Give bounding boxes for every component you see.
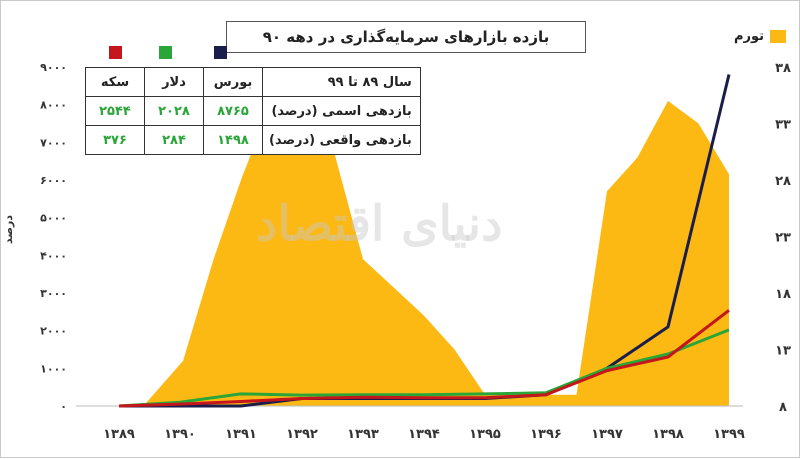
table-row: بازدهی واقعی (درصد) ۱۴۹۸ ۲۸۴ ۳۷۶ — [85, 125, 421, 155]
table-cell-coin: ۲۵۴۴ — [85, 96, 145, 126]
x-tick-label: ۱۳۹۲ — [286, 427, 318, 442]
y-left-tick-label: ۶۰۰۰ — [40, 174, 67, 187]
y-left-tick-label: ۰ — [60, 400, 67, 413]
marker-dollar — [159, 46, 172, 59]
table-header-period: سال ۸۹ تا ۹۹ — [262, 67, 421, 97]
table-cell-dollar: ۲۰۲۸ — [144, 96, 204, 126]
y-right-tick-label: ۳۸ — [775, 61, 791, 76]
table-cell-dollar: ۲۸۴ — [144, 125, 204, 155]
y-right-tick-label: ۱۳ — [775, 344, 791, 359]
y-left-tick-label: ۷۰۰۰ — [40, 136, 67, 149]
table-header-row: سال ۸۹ تا ۹۹ بورس دلار سکه — [85, 67, 421, 97]
table-header-coin: سکه — [85, 67, 145, 97]
x-tick-label: ۱۳۹۶ — [530, 427, 562, 442]
legend: تورم — [734, 29, 787, 44]
marker-bourse — [214, 46, 227, 59]
series-line-coin — [118, 309, 730, 408]
y-right-tick-label: ۲۳ — [775, 231, 791, 246]
y-right-tick-label: ۳۳ — [775, 118, 791, 133]
y-right-tick-label: ۲۸ — [775, 174, 791, 189]
x-tick-label: ۱۳۹۵ — [469, 427, 501, 442]
y-left-tick-label: ۱۰۰۰ — [40, 362, 67, 375]
x-tick-label: ۱۳۹۷ — [591, 427, 623, 442]
table-cell-bourse: ۸۷۶۵ — [203, 96, 263, 126]
y-left-tick-label: ۳۰۰۰ — [40, 287, 67, 300]
y-right-tick-label: ۱۸ — [775, 287, 791, 302]
x-tick-label: ۱۳۹۴ — [408, 427, 440, 442]
x-tick-label: ۱۳۹۸ — [652, 427, 684, 442]
legend-swatch-inflation — [770, 30, 787, 43]
y-left-tick-label: ۲۰۰۰ — [40, 325, 67, 338]
table-row: بازدهی اسمی (درصد) ۸۷۶۵ ۲۰۲۸ ۲۵۴۴ — [85, 96, 421, 126]
x-tick-label: ۱۳۹۳ — [347, 427, 379, 442]
y-left-tick-label: ۸۰۰۰ — [40, 99, 67, 112]
x-tick-label: ۱۳۹۹ — [713, 427, 745, 442]
y-left-tick-label: ۹۰۰۰ — [40, 61, 67, 74]
y-left-tick-label: ۴۰۰۰ — [40, 249, 67, 262]
y-left-tick-label: ۵۰۰۰ — [40, 212, 67, 225]
table-header-dollar: دلار — [144, 67, 204, 97]
table-cell-bourse: ۱۴۹۸ — [203, 125, 263, 155]
series-line-dollar — [118, 328, 730, 408]
x-tick-label: ۱۳۸۹ — [103, 427, 135, 442]
table-row-label: بازدهی اسمی (درصد) — [262, 96, 421, 126]
inflation-area — [143, 100, 729, 407]
table-row-label: بازدهی واقعی (درصد) — [262, 125, 421, 155]
x-tick-label: ۱۳۹۰ — [164, 427, 196, 442]
y-right-tick-label: ۸ — [779, 400, 787, 415]
marker-coin — [109, 46, 122, 59]
watermark: دنیای اقتصاد — [256, 196, 503, 252]
returns-table: سال ۸۹ تا ۹۹ بورس دلار سکه بازدهی اسمی (… — [85, 67, 421, 155]
table-cell-coin: ۳۷۶ — [85, 125, 145, 155]
x-tick-label: ۱۳۹۱ — [225, 427, 257, 442]
legend-label-inflation: تورم — [734, 29, 765, 44]
y-axis-label: درصد — [2, 215, 15, 244]
chart-title: بازده بازارهای سرمایه‌گذاری در دهه ۹۰ — [226, 21, 586, 53]
table-header-bourse: بورس — [203, 67, 263, 97]
